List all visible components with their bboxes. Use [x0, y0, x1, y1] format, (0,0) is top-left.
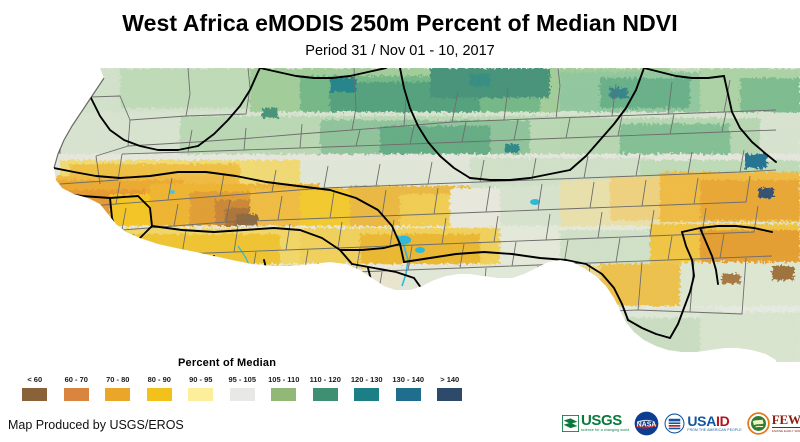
ndvi-pixels	[54, 68, 800, 362]
legend-label: 110 - 120	[309, 375, 341, 384]
legend-swatch	[63, 388, 89, 401]
usgs-logo[interactable]: USGS science for a changing world	[562, 408, 629, 438]
legend-label: 105 - 110	[268, 375, 300, 384]
legend-swatch	[354, 388, 380, 401]
legend-item[interactable]: 120 - 130	[346, 375, 388, 401]
map-canvas[interactable]	[0, 68, 800, 362]
legend-swatch	[105, 388, 131, 401]
legend-label: 90 - 95	[189, 375, 213, 384]
legend-swatch	[146, 388, 172, 401]
legend-label: 95 - 105	[228, 375, 257, 384]
legend-swatch	[188, 388, 214, 401]
legend-item[interactable]: 110 - 120	[305, 375, 347, 401]
usaid-word-a: USA	[687, 412, 717, 429]
usaid-word-b: ID	[716, 412, 730, 429]
logo-strip: USGS science for a changing world NASA	[562, 406, 800, 440]
legend-item[interactable]: 90 - 95	[180, 375, 222, 401]
nasa-meatball-icon: NASA	[634, 411, 659, 435]
usgs-wave-icon	[562, 414, 579, 432]
legend-label: < 60	[27, 375, 43, 384]
usaid-seal-icon	[664, 413, 685, 433]
usaid-logo[interactable]: USAID FROM THE AMERICAN PEOPLE	[664, 408, 742, 438]
coastline	[53, 77, 105, 169]
usaid-tagline: FROM THE AMERICAN PEOPLE	[687, 428, 742, 433]
ndvi-raster-map	[0, 68, 800, 362]
legend-swatch	[22, 388, 48, 401]
legend-item[interactable]: 70 - 80	[97, 375, 139, 401]
admin-boundaries	[59, 68, 777, 319]
legend-item[interactable]: 105 - 110	[263, 375, 305, 401]
svg-text:NASA: NASA	[637, 421, 656, 428]
fews-tagline: FAMINE EARLY WARNING SYSTEMS NETWORK	[771, 428, 800, 433]
legend-items: < 60 60 - 70 70 - 80 80 - 90 90 - 95 95 …	[14, 375, 471, 401]
legend-swatch	[395, 388, 421, 401]
legend-swatch	[312, 388, 338, 401]
legend-item[interactable]: 95 - 105	[222, 375, 264, 401]
usaid-wordmark: USAID	[687, 414, 729, 428]
legend-label: > 140	[440, 375, 460, 384]
legend-item[interactable]: < 60	[14, 375, 56, 401]
legend-title: Percent of Median	[178, 357, 277, 369]
legend-swatch	[271, 388, 297, 401]
fews-net-logo[interactable]: FEWS NET FAMINE EARLY WARNING SYSTEMS NE…	[747, 408, 800, 438]
legend-item[interactable]: 80 - 90	[139, 375, 181, 401]
fews-globe-icon	[747, 411, 770, 435]
legend-label: 70 - 80	[106, 375, 130, 384]
legend-swatch	[437, 388, 463, 401]
legend-label: 80 - 90	[147, 375, 171, 384]
usgs-wordmark: USGS	[581, 411, 622, 429]
legend-label: 120 - 130	[350, 375, 383, 384]
page-subtitle: Period 31 / Nov 01 - 10, 2017	[305, 43, 495, 59]
producer-credit: Map Produced by USGS/EROS	[8, 418, 184, 432]
usgs-tagline: science for a changing world	[581, 428, 630, 433]
legend-label: 130 - 140	[392, 375, 425, 384]
page-title: West Africa eMODIS 250m Percent of Media…	[122, 10, 678, 36]
fews-wordmark: FEWS NET	[771, 413, 800, 429]
legend-item[interactable]: 130 - 140	[388, 375, 430, 401]
nasa-logo[interactable]: NASA	[634, 408, 659, 438]
title-block: West Africa eMODIS 250m Percent of Media…	[0, 0, 800, 68]
legend-swatch	[229, 388, 255, 401]
legend-label: 60 - 70	[64, 375, 88, 384]
legend: Percent of Median < 60 60 - 70 70 - 80 8…	[0, 357, 470, 415]
legend-item[interactable]: > 140	[429, 375, 471, 401]
legend-item[interactable]: 60 - 70	[56, 375, 98, 401]
